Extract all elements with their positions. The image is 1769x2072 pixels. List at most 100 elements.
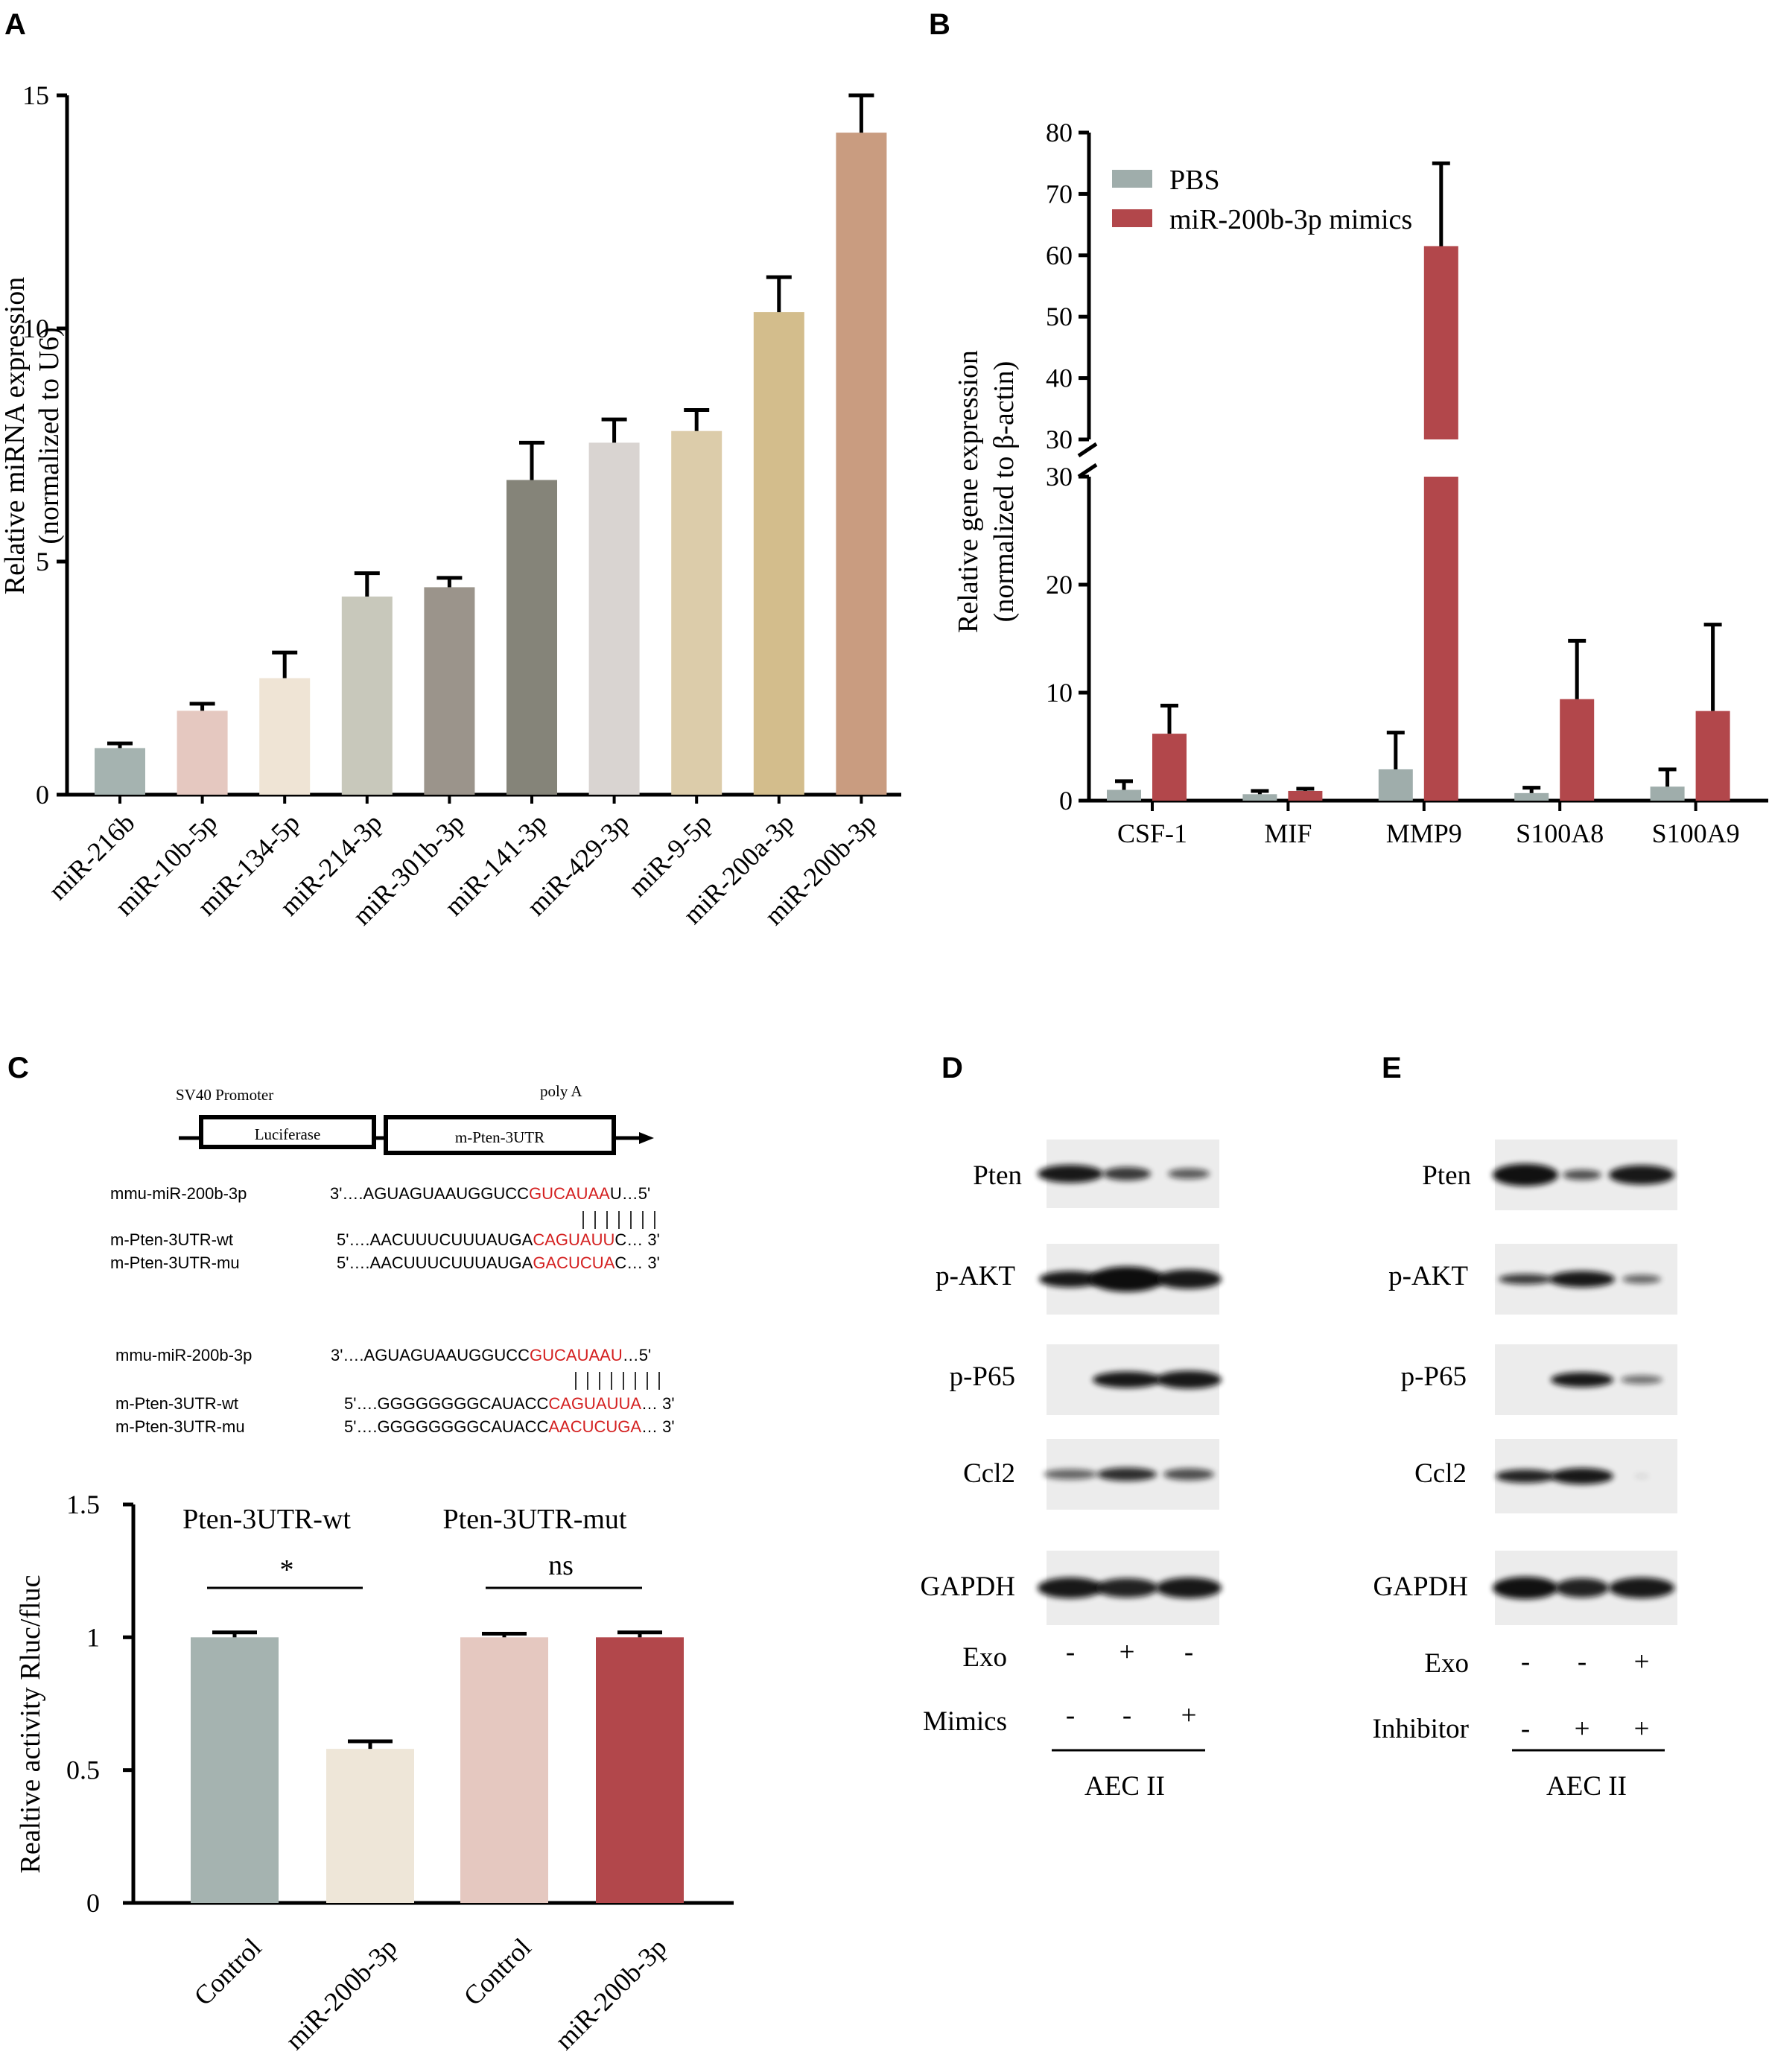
- utr-box: [384, 1115, 616, 1155]
- chart-b-bar: [1423, 246, 1458, 439]
- wb-sign: -: [1578, 1647, 1587, 1677]
- wb-d-label-pp65: p-P65: [950, 1361, 1015, 1392]
- chart-a-ylabel: Relative miRNA expression: [0, 277, 31, 594]
- wb-band: [1156, 1370, 1222, 1389]
- seq-seed: CAGUAUUA: [548, 1394, 641, 1413]
- wb-band: [1156, 1577, 1222, 1598]
- wb-band: [1551, 1372, 1613, 1388]
- chart-b-ytick-label: 40: [1046, 363, 1073, 393]
- chart-b-ytick-label: 10: [1046, 678, 1073, 708]
- chart-c-xtick-label: Control: [458, 1932, 537, 2011]
- chart-b-xtick-label: MMP9: [1386, 819, 1462, 848]
- utr-box-label: m-Pten-3UTR: [455, 1128, 544, 1146]
- chart-b-ytick-label: 30: [1046, 462, 1073, 492]
- chart-a-bar: [671, 430, 722, 795]
- wb-band: [1609, 1577, 1674, 1598]
- chart-b-xtick-label: CSF-1: [1117, 819, 1187, 848]
- seq-line: 3'….AGUAGUAAUGGUCCGUCAUAAU…5': [331, 1346, 651, 1364]
- wb-band: [1622, 1274, 1661, 1284]
- chart-a-ytick-label: 5: [36, 547, 49, 576]
- wb-d-row-exo: Exo: [962, 1642, 1007, 1673]
- panel-label-b: B: [929, 8, 950, 41]
- western-blot-e: Pten p-AKT p-P65 Ccl2 GAPDH Exo Inhibito…: [1373, 1140, 1677, 1802]
- construct-arrow-icon: [639, 1132, 654, 1144]
- wb-band: [1038, 1577, 1103, 1598]
- wb-band: [1163, 1468, 1214, 1481]
- seq-suffix: C… 3': [614, 1230, 659, 1249]
- seq-prefix: 3'….AGUAGUAAUGGUCC: [331, 1346, 530, 1364]
- wb-sign: -: [1122, 1700, 1131, 1731]
- seq-name: mmu-miR-200b-3p: [115, 1346, 252, 1364]
- wb-e-label-pp65: p-P65: [1401, 1361, 1467, 1392]
- seq-prefix: 5'….AACUUUCUUUAUGA: [337, 1253, 533, 1272]
- panel-label-d: D: [941, 1052, 963, 1084]
- seq-name: m-Pten-3UTR-mu: [115, 1417, 245, 1436]
- chart-a-bar: [506, 480, 557, 795]
- promoter-label: SV40 Promoter: [176, 1086, 273, 1104]
- chart-b-ylabel-2: (normalized to β-actin): [988, 361, 1020, 623]
- wb-e-row-inhibitor: Inhibitor: [1373, 1714, 1469, 1744]
- seq-seed: AACUCUGA: [548, 1417, 641, 1436]
- legend-label-mimics: miR-200b-3p mimics: [1169, 204, 1412, 235]
- seq-prefix: 5'….GGGGGGGGCAUACC: [344, 1394, 548, 1413]
- chart-a-ytick-label: 15: [22, 80, 49, 110]
- chart-b-bar: [1378, 769, 1413, 801]
- chart-c-sig-mark: *: [280, 1554, 294, 1586]
- wb-band: [1493, 1163, 1558, 1186]
- wb-band: [1093, 1371, 1161, 1388]
- seq-line: 5'….AACUUUCUUUAUGAGACUCUAC… 3': [337, 1253, 660, 1272]
- seq-suffix: … 3': [641, 1417, 675, 1436]
- luciferase-box: [199, 1115, 376, 1149]
- chart-b: Relative gene expression (normalized to …: [953, 118, 1768, 848]
- chart-b-ylabel: Relative gene expression: [953, 350, 984, 633]
- wb-band: [1496, 1469, 1555, 1483]
- chart-b-bar: [1423, 477, 1458, 801]
- wb-sign: +: [1181, 1700, 1197, 1731]
- seq-name: mmu-miR-200b-3p: [110, 1184, 247, 1203]
- chart-b-ytick-label: 20: [1046, 570, 1073, 600]
- wb-d-label-ccl2: Ccl2: [963, 1458, 1015, 1489]
- chart-b-bar: [1107, 789, 1141, 801]
- wb-band: [1563, 1169, 1601, 1180]
- chart-c: Realtive activity Rluc/fluc 0 0.5 1 1.5 Cont…: [15, 1490, 734, 2056]
- seq-line: 3'….AGUAGUAAUGGUCCGUCAUAAU…5': [330, 1184, 650, 1203]
- wb-band: [1499, 1274, 1552, 1285]
- polya-label: poly A: [540, 1082, 582, 1100]
- chart-a-ylabel-2: (normalized to U6): [34, 327, 65, 544]
- wb-sign: -: [1184, 1637, 1193, 1668]
- wb-band: [1044, 1469, 1097, 1480]
- wb-band: [1621, 1375, 1662, 1385]
- chart-b-bar: [1695, 711, 1730, 801]
- wb-d-label-pten: Pten: [973, 1160, 1022, 1191]
- wb-e-label-pakt: p-AKT: [1388, 1261, 1468, 1291]
- chart-b-xtick-label: MIF: [1264, 819, 1312, 848]
- wb-e-cell: AEC II: [1546, 1771, 1627, 1802]
- chart-a-bar: [424, 587, 475, 795]
- panel-label-c: C: [7, 1052, 29, 1084]
- seq-prefix: 5'….AACUUUCUUUAUGA: [337, 1230, 533, 1249]
- wb-sign: -: [1521, 1647, 1530, 1677]
- chart-a-ytick-label: 0: [36, 780, 49, 810]
- wb-band: [1168, 1169, 1210, 1179]
- chart-b-bar: [1514, 792, 1549, 801]
- chart-b-ytick-label: 30: [1046, 425, 1073, 454]
- chart-b-bar: [1152, 734, 1187, 801]
- wb-sign: +: [1119, 1637, 1135, 1668]
- chart-c-ytick-label: 0.5: [66, 1755, 100, 1785]
- chart-c-ytick-label: 1: [86, 1622, 100, 1652]
- chart-c-xtick-label: miR-200b-3p: [549, 1932, 672, 2055]
- chart-b-xtick-label: S100A9: [1652, 819, 1740, 848]
- chart-c-ylabel: Realtive activity Rluc/fluc: [15, 1575, 46, 1874]
- seq-line: 5'….GGGGGGGGCAUACCCAGUAUUA… 3': [344, 1394, 675, 1413]
- seq-line: 5'….AACUUUCUUUAUGACAGUAUUC… 3': [337, 1230, 660, 1249]
- chart-a-ytick-label: 10: [22, 314, 49, 343]
- seq-suffix: C… 3': [614, 1253, 659, 1272]
- chart-c-bar: [191, 1637, 279, 1903]
- seq-suffix: …5': [623, 1346, 651, 1364]
- chart-a-bar: [836, 133, 887, 795]
- wb-band: [1634, 1474, 1649, 1478]
- chart-b-ytick-label: 50: [1046, 302, 1073, 331]
- wb-band: [1097, 1467, 1157, 1481]
- chart-a-bar: [177, 711, 228, 795]
